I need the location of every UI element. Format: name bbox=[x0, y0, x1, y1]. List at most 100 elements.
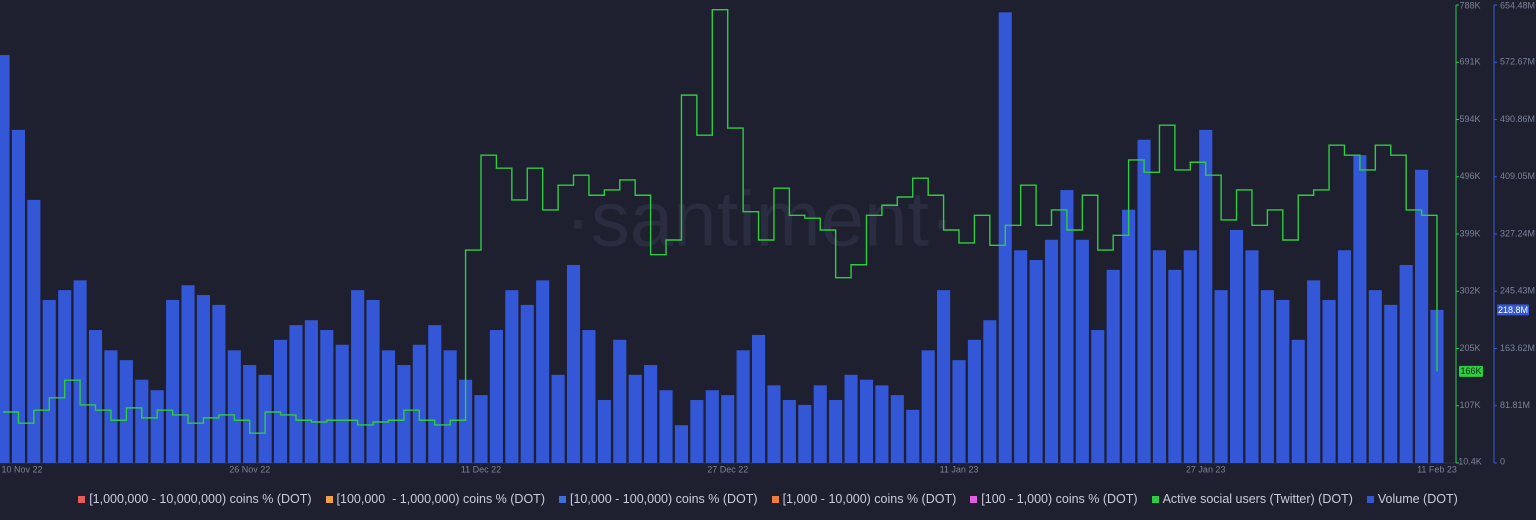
volume-bar bbox=[1353, 155, 1367, 463]
volume-bar bbox=[1307, 280, 1321, 463]
legend-item[interactable]: [100,000 - 1,000,000) coins % (DOT) bbox=[325, 492, 545, 506]
volume-bar bbox=[690, 400, 704, 463]
volume-bar bbox=[736, 350, 750, 463]
volume-bar bbox=[520, 304, 534, 463]
volume-bar bbox=[227, 350, 241, 463]
volume-bar bbox=[937, 290, 951, 463]
volume-bar bbox=[428, 325, 442, 463]
volume-bar bbox=[1060, 190, 1074, 463]
volume-bar bbox=[196, 295, 211, 463]
volume-bar bbox=[829, 400, 843, 463]
volume-bar bbox=[489, 330, 503, 463]
y2-tick-label: 245.43M bbox=[1500, 286, 1535, 296]
legend-item[interactable]: [1,000 - 10,000) coins % (DOT) bbox=[771, 492, 956, 506]
volume-bar bbox=[1152, 250, 1167, 463]
volume-bar bbox=[381, 350, 396, 463]
x-tick-label: 10 Nov 22 bbox=[1, 464, 42, 474]
volume-bar bbox=[1075, 239, 1089, 463]
legend-label: Active social users (Twitter) (DOT) bbox=[1162, 492, 1353, 506]
y2-tick-label: 409.05M bbox=[1500, 171, 1535, 181]
legend-swatch bbox=[771, 495, 779, 503]
volume-bar bbox=[273, 339, 288, 463]
legend-item[interactable]: [10,000 - 100,000) coins % (DOT) bbox=[558, 492, 758, 506]
volume-bar bbox=[921, 350, 935, 463]
volume-bar bbox=[1183, 250, 1197, 463]
volume-bar bbox=[798, 404, 812, 463]
volume-bar bbox=[721, 395, 735, 463]
volume-bar bbox=[844, 374, 858, 463]
y2-tick-label: 163.62M bbox=[1500, 343, 1535, 353]
volume-bar bbox=[351, 290, 365, 463]
y-tick-label: 399K bbox=[1459, 228, 1480, 238]
x-tick-label: 26 Nov 22 bbox=[229, 464, 270, 474]
volume-bar bbox=[42, 299, 56, 463]
volume-bar bbox=[566, 264, 581, 463]
x-tick-label: 11 Feb 23 bbox=[1417, 464, 1457, 474]
volume-bar bbox=[1091, 330, 1105, 463]
volume-bar bbox=[505, 290, 519, 463]
volume-bar bbox=[474, 395, 488, 463]
x-tick-label: 11 Jan 23 bbox=[940, 464, 979, 474]
volume-bar bbox=[628, 374, 642, 463]
legend-item[interactable]: Volume (DOT) bbox=[1366, 492, 1458, 506]
volume-bar bbox=[1199, 129, 1213, 463]
y-tick-label: 496K bbox=[1459, 171, 1480, 181]
volume-bar bbox=[289, 325, 303, 463]
volume-bar bbox=[1399, 264, 1413, 463]
volume-bar bbox=[890, 395, 904, 463]
volume-bar bbox=[459, 379, 473, 463]
volume-bar bbox=[412, 344, 426, 463]
y-tick-label: 205K bbox=[1459, 343, 1480, 353]
volume-bar bbox=[1137, 139, 1151, 464]
volume-bar bbox=[135, 379, 149, 463]
x-tick-label: 27 Dec 22 bbox=[707, 464, 748, 474]
value-badge bbox=[1497, 304, 1529, 316]
volume-bar bbox=[705, 390, 719, 463]
volume-bar bbox=[952, 360, 966, 463]
volume-bar bbox=[1322, 299, 1336, 463]
y2-tick-label: 81.81M bbox=[1500, 400, 1530, 410]
legend-label: [100,000 - 1,000,000) coins % (DOT) bbox=[336, 492, 545, 506]
volume-bar bbox=[782, 400, 796, 463]
volume-bar bbox=[1276, 299, 1290, 463]
volume-bar bbox=[659, 390, 673, 463]
volume-bar bbox=[967, 339, 981, 463]
x-tick-label: 27 Jan 23 bbox=[1186, 464, 1226, 474]
volume-bar bbox=[320, 330, 334, 463]
y2-tick-label: 654.48M bbox=[1500, 0, 1535, 10]
watermark: ·santiment· bbox=[565, 175, 955, 263]
volume-bar bbox=[181, 285, 195, 463]
volume-bar bbox=[1029, 260, 1043, 463]
legend-item[interactable]: [1,000,000 - 10,000,000) coins % (DOT) bbox=[78, 492, 312, 506]
volume-bar bbox=[1430, 309, 1444, 463]
legend-item[interactable]: Active social users (Twitter) (DOT) bbox=[1151, 492, 1353, 506]
chart: ·santiment· 10.4K 107K 205K 302K 399K 496K 594… bbox=[0, 0, 1535, 474]
volume-bar bbox=[335, 344, 349, 463]
y-tick-label: 10.4K bbox=[1458, 456, 1482, 466]
volume-bar bbox=[166, 299, 180, 463]
volume-bar bbox=[674, 425, 689, 463]
volume-bar bbox=[1291, 339, 1305, 463]
y2-tick-label: 572.67M bbox=[1500, 57, 1535, 67]
volume-bar bbox=[751, 334, 766, 463]
volume-bar bbox=[859, 379, 874, 463]
volume-bar bbox=[212, 304, 226, 463]
y2-tick-label: 490.86M bbox=[1500, 114, 1535, 124]
legend-swatch bbox=[78, 495, 86, 503]
volume-bar bbox=[11, 129, 25, 463]
volume-bar bbox=[27, 199, 41, 464]
volume-bar bbox=[1245, 250, 1259, 463]
volume-bar bbox=[104, 350, 118, 463]
volume-bar bbox=[73, 280, 87, 463]
volume-bar bbox=[366, 299, 380, 463]
legend-label: Volume (DOT) bbox=[1377, 492, 1458, 506]
y-tick-label: 691K bbox=[1459, 57, 1480, 67]
volume-bar bbox=[597, 400, 611, 463]
volume-bar bbox=[1106, 269, 1120, 463]
volume-bar bbox=[551, 374, 565, 463]
volume-bar bbox=[906, 409, 920, 463]
x-tick-label: 11 Dec 22 bbox=[461, 464, 501, 474]
volume-bar bbox=[0, 55, 10, 463]
legend-item[interactable]: [100 - 1,000) coins % (DOT) bbox=[970, 492, 1138, 506]
